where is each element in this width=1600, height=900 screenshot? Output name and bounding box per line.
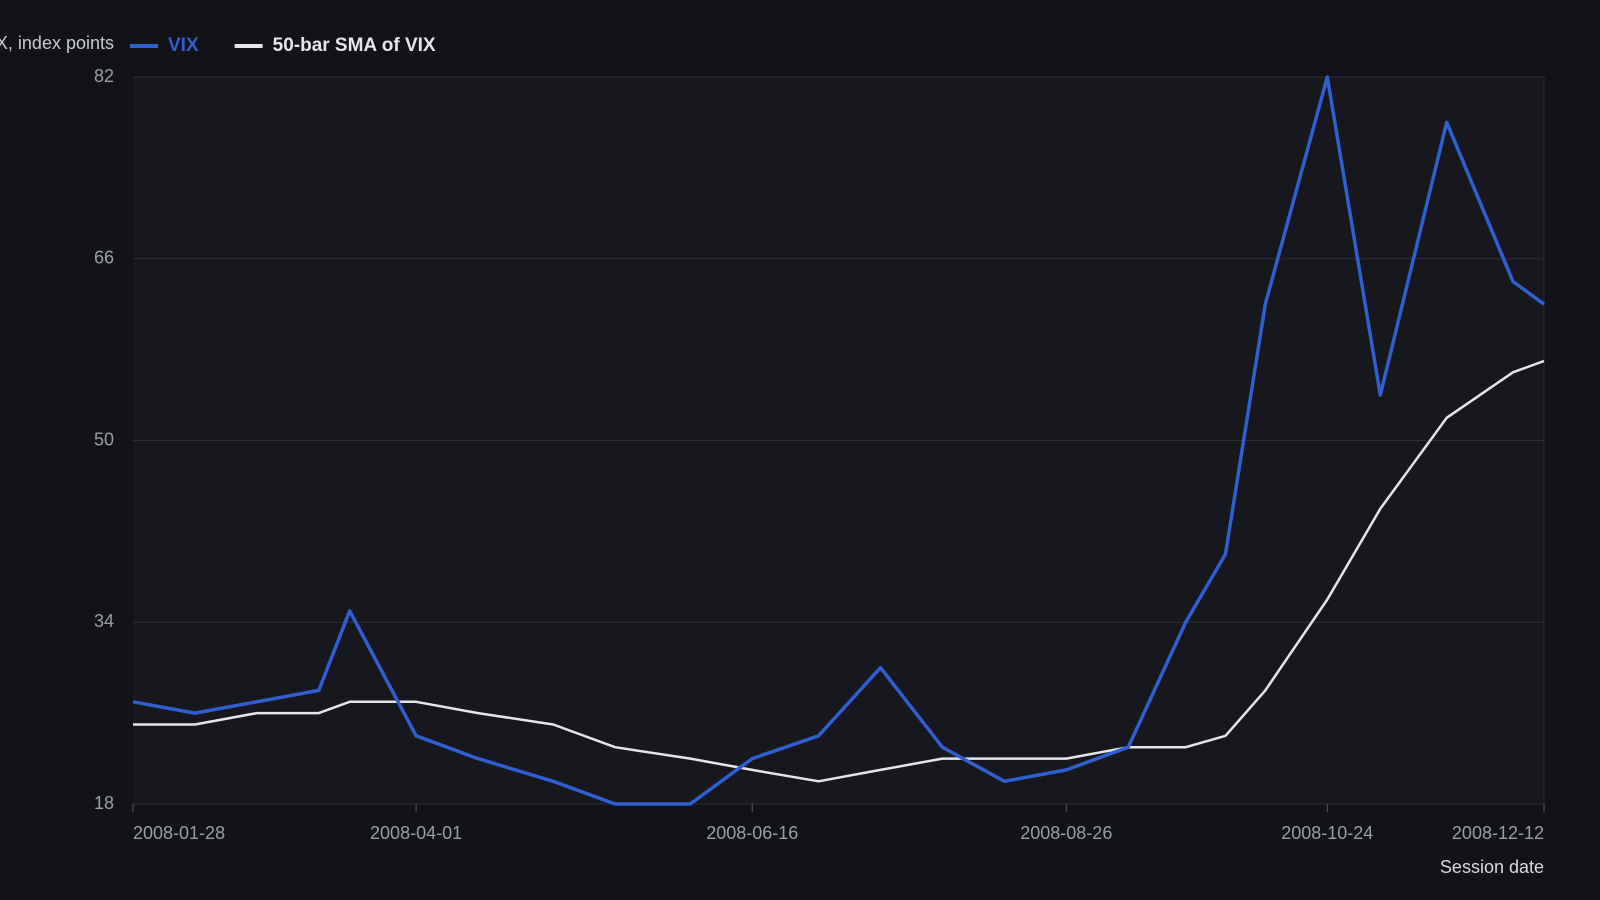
line-series (132, 75, 1546, 806)
x-tick-label: 2008-08-26 (1020, 823, 1112, 843)
x-tick-label: 2008-12-12 (1452, 823, 1544, 843)
line-series (133, 359, 1545, 783)
x-tick-label: 2008-01-28 (133, 823, 225, 843)
x-tick-label: 2008-10-24 (1281, 823, 1373, 843)
x-axis-label: Session date (1440, 857, 1544, 877)
y-tick-label: 82 (94, 66, 114, 86)
y-axis-label: VIX, index points (0, 33, 114, 53)
x-tick-label: 2008-04-01 (370, 823, 462, 843)
y-tick-label: 50 (94, 429, 114, 449)
x-tick-label: 2008-06-16 (706, 823, 798, 843)
y-tick-label: 34 (94, 611, 114, 631)
y-tick-label: 18 (94, 793, 114, 813)
legend-label: VIX (168, 35, 199, 56)
legend-label: 50-bar SMA of VIX (273, 35, 436, 56)
y-tick-label: 66 (94, 248, 114, 268)
